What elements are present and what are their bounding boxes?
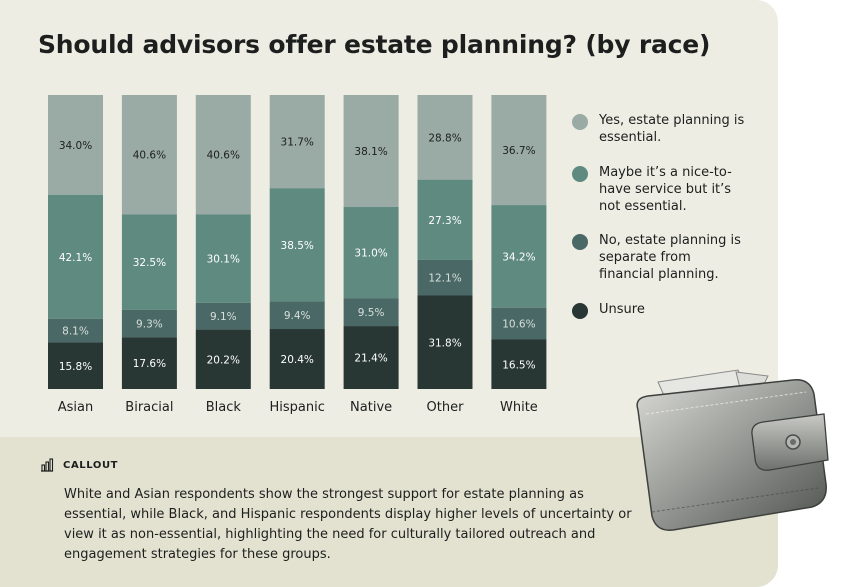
data-label-hispanic-3: 20.4% [281,354,314,366]
bar-chart-icon [41,458,54,472]
category-label-other: Other [427,400,465,415]
chart-title: Should advisors offer estate planning? (… [38,30,711,59]
data-label-white-2: 10.6% [502,319,535,331]
legend-item-yes: Yes, estate planning is essential. [572,112,749,146]
bar-segment-black-0 [195,95,251,215]
bar-segment-black-3 [195,329,251,389]
data-label-biracial-2: 9.3% [136,319,163,331]
data-label-asian-0: 34.0% [59,140,92,152]
legend-item-no: No, estate planning is separate from fin… [572,232,749,283]
bar-segment-asian-1 [48,194,103,319]
data-label-native-3: 21.4% [354,353,387,365]
data-label-biracial-1: 32.5% [133,257,166,269]
bar-segment-hispanic-2 [269,301,325,330]
bar-segment-native-1 [343,207,399,299]
bar-segment-biracial-3 [121,337,177,389]
bar-segment-biracial-1 [121,214,177,310]
data-label-white-1: 34.2% [502,251,535,263]
data-label-other-1: 27.3% [428,215,461,227]
bar-segment-other-1 [417,179,473,260]
category-label-hispanic: Hispanic [270,400,325,415]
data-label-black-3: 20.2% [207,354,240,366]
data-label-asian-1: 42.1% [59,252,92,264]
category-label-white: White [500,400,538,415]
legend-swatch-yes [572,114,588,130]
category-label-native: Native [350,400,392,415]
legend-item-maybe: Maybe it’s a nice-to-have service but it… [572,164,749,215]
data-label-other-0: 28.8% [428,132,461,144]
data-label-native-1: 31.0% [354,248,387,260]
bar-segment-asian-0 [48,95,103,195]
callout-header: CALLOUT [40,458,118,472]
data-label-white-3: 16.5% [502,359,535,371]
data-label-black-1: 30.1% [207,254,240,266]
data-label-native-2: 9.5% [358,307,385,319]
bar-segment-white-0 [491,95,547,206]
data-label-asian-2: 8.1% [62,326,89,338]
bar-segment-native-3 [343,326,399,389]
bar-segment-white-2 [491,307,547,340]
callout-text: White and Asian respondents show the str… [64,487,632,562]
data-label-other-2: 12.1% [428,273,461,285]
bar-segment-biracial-0 [121,95,177,215]
data-label-black-2: 9.1% [210,311,237,323]
data-label-other-3: 31.8% [428,337,461,349]
bar-segment-other-2 [417,259,473,296]
category-label-asian: Asian [58,400,93,415]
bar-segment-native-2 [343,298,399,327]
legend-swatch-unsure [572,303,588,319]
legend-swatch-maybe [572,166,588,182]
bar-segment-white-3 [491,339,547,389]
data-label-hispanic-2: 9.4% [284,310,311,322]
data-label-hispanic-1: 38.5% [281,240,314,252]
data-label-hispanic-0: 31.7% [281,137,314,149]
legend-label-unsure: Unsure [599,302,645,317]
bar-segment-other-3 [417,295,473,389]
data-label-black-0: 40.6% [207,150,240,162]
data-label-biracial-3: 17.6% [133,358,166,370]
bar-segment-other-0 [417,95,473,180]
bar-segment-hispanic-3 [269,329,325,389]
category-label-biracial: Biracial [125,400,173,415]
legend-item-unsure: Unsure [572,301,749,319]
data-label-white-0: 36.7% [502,145,535,157]
legend-label-yes: Yes, estate planning is essential. [599,113,745,145]
bar-segment-black-1 [195,214,251,303]
bar-segment-asian-3 [48,342,103,389]
category-label-black: Black [206,400,242,415]
bar-segment-hispanic-0 [269,95,325,189]
bar-segment-native-0 [343,95,399,208]
bar-segment-white-1 [491,205,547,308]
data-label-native-0: 38.1% [354,146,387,158]
wallet-illustration [636,369,829,531]
bar-segment-hispanic-1 [269,188,325,302]
bar-segment-asian-2 [48,318,103,343]
data-label-biracial-0: 40.6% [133,150,166,162]
data-label-asian-3: 15.8% [59,361,92,373]
legend-label-no: No, estate planning is separate from fin… [599,233,741,282]
bar-segment-black-2 [195,302,251,330]
legend-swatch-no [572,234,588,250]
bar-segment-biracial-2 [121,309,177,338]
callout-label: CALLOUT [63,459,119,471]
legend-label-maybe: Maybe it’s a nice-to-have service but it… [599,165,732,214]
